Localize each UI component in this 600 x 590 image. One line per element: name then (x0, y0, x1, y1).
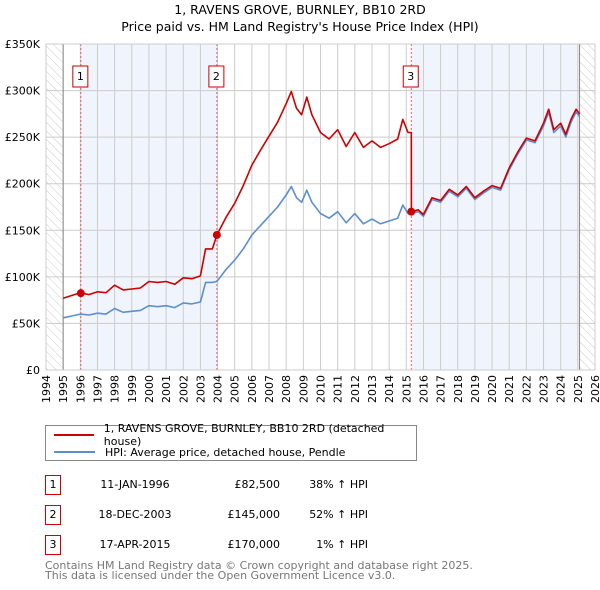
x-tick-label: 1998 (109, 375, 122, 403)
no-data-hatch (579, 44, 595, 370)
x-tick-label: 2020 (486, 375, 499, 403)
y-tick-label: £100K (5, 271, 41, 284)
property-series-line (62, 90, 581, 300)
sale-label: 1 (77, 70, 84, 83)
transaction-row: 1 11-JAN-1996 £82,500 38% ↑ HPI (45, 475, 445, 495)
x-tick-label: 2014 (383, 375, 396, 403)
legend-label: 1, RAVENS GROVE, BURNLEY, BB10 2RD (deta… (103, 422, 385, 448)
footer-licence: This data is licensed under the Open Gov… (45, 569, 396, 582)
x-tick-label: 1995 (57, 375, 70, 403)
transaction-price: £145,000 (227, 508, 281, 521)
x-tick-label: 2006 (246, 375, 259, 403)
footer-copyright: Contains HM Land Registry data © Crown c… (45, 559, 473, 572)
x-tick-label: 2023 (538, 375, 551, 403)
x-tick-label: 2026 (589, 375, 600, 403)
transaction-number: 1 (45, 475, 61, 495)
x-tick-label: 2019 (469, 375, 482, 403)
x-tick-label: 2013 (366, 375, 379, 403)
y-tick-label: £350K (5, 38, 41, 51)
y-tick-label: £0 (26, 364, 40, 377)
x-tick-label: 2024 (555, 375, 568, 403)
chart-title: 1, RAVENS GROVE, BURNLEY, BB10 2RD (174, 2, 426, 17)
sale-label: 3 (407, 70, 414, 83)
shaded-period (411, 44, 580, 370)
legend: 1, RAVENS GROVE, BURNLEY, BB10 2RD (deta… (45, 422, 417, 461)
transaction-number: 3 (45, 535, 61, 555)
transaction-date: 11-JAN-1996 (100, 478, 170, 491)
transaction-hpi: 1% ↑ HPI (316, 538, 368, 551)
legend-swatch (54, 434, 94, 436)
price-chart: 1994 1995 1996 1997 1998 1999 2000 2001 2002 2003… (5, 38, 600, 403)
x-tick-label: 2003 (194, 375, 207, 403)
x-tick-label: 1996 (74, 375, 87, 403)
no-data-hatch (46, 44, 64, 370)
x-tick-label: 2000 (143, 375, 156, 403)
sale-point (76, 289, 85, 298)
x-tick-label: 2025 (572, 375, 585, 403)
legend-label: HPI: Average price, detached house, Pend… (105, 445, 346, 459)
transaction-price: £170,000 (227, 538, 281, 551)
sale-label-box (72, 65, 89, 88)
transaction-price: £82,500 (234, 478, 281, 491)
y-tick-label: £250K (5, 131, 41, 144)
x-tick-label: 2010 (315, 375, 328, 403)
x-tick-label: 2012 (349, 375, 362, 403)
legend-swatch (54, 451, 95, 453)
x-tick-label: 2015 (400, 375, 413, 403)
sale-point (212, 230, 221, 239)
sale-point (407, 207, 416, 216)
x-tick-label: 2007 (263, 375, 276, 403)
x-tick-label: 2018 (452, 375, 465, 403)
x-tick-label: 1994 (40, 375, 53, 403)
x-tick-label: 2022 (520, 375, 533, 403)
sale-label-box (208, 65, 225, 88)
x-tick-label: 1997 (91, 375, 104, 403)
sale-label-box (402, 65, 419, 88)
x-tick-label: 2009 (297, 375, 310, 403)
transaction-date: 17-APR-2015 (99, 538, 171, 551)
y-tick-label: £150K (5, 224, 41, 237)
sale-label: 2 (213, 70, 220, 83)
x-tick-label: 2008 (280, 375, 293, 403)
transaction-number: 2 (45, 505, 61, 525)
x-tick-label: 2005 (229, 375, 242, 403)
transaction-date: 18-DEC-2003 (98, 508, 172, 521)
x-tick-label: 1999 (126, 375, 139, 403)
x-tick-label: 2021 (503, 375, 516, 403)
x-tick-label: 2001 (160, 375, 173, 403)
x-tick-label: 2017 (435, 375, 448, 403)
transaction-row: 2 18-DEC-2003 £145,000 52% ↑ HPI (45, 505, 445, 525)
legend-item-property: 1, RAVENS GROVE, BURNLEY, BB10 2RD (deta… (54, 422, 416, 448)
transaction-row: 3 17-APR-2015 £170,000 1% ↑ HPI (45, 535, 445, 555)
legend-item-hpi: HPI: Average price, detached house, Pend… (54, 444, 345, 460)
y-tick-label: £200K (5, 178, 41, 191)
x-tick-label: 2011 (332, 375, 345, 403)
transaction-hpi: 38% ↑ HPI (309, 478, 368, 491)
y-tick-label: £300K (5, 85, 41, 98)
x-tick-label: 2002 (177, 375, 190, 403)
chart-subtitle: Price paid vs. HM Land Registry's House … (121, 19, 479, 34)
x-tick-label: 2004 (212, 375, 225, 403)
plot-border (45, 43, 596, 371)
transaction-hpi: 52% ↑ HPI (309, 508, 368, 521)
y-tick-label: £50K (12, 317, 41, 330)
x-tick-label: 2016 (417, 375, 430, 403)
